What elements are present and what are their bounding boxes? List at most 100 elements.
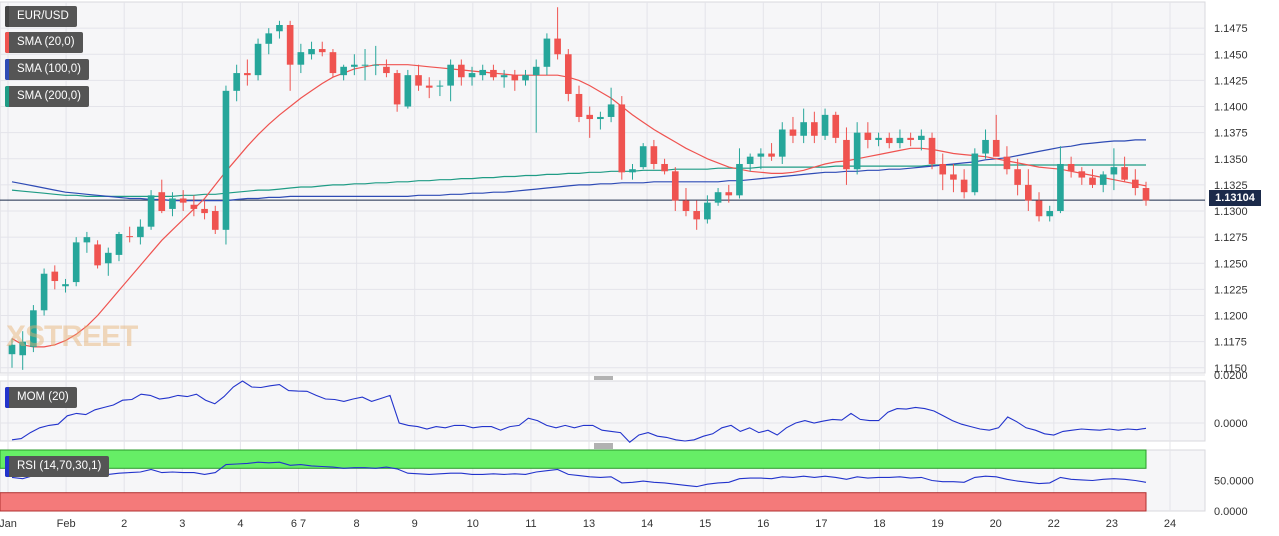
candle-body (714, 192, 722, 203)
candle-body (650, 146, 658, 164)
candle (800, 108, 807, 144)
candle-body (821, 114, 829, 136)
candle-body (500, 75, 508, 78)
candle (308, 41, 315, 60)
sma100-legend[interactable]: SMA (100,0) (5, 59, 89, 80)
sma20-legend[interactable]: SMA (20,0) (5, 32, 83, 53)
candle-body (318, 49, 326, 53)
candle-body (104, 252, 112, 264)
candle (960, 169, 968, 199)
candle-body (383, 66, 390, 74)
candle-body (661, 163, 668, 172)
candle-body (885, 137, 893, 144)
candle (789, 116, 797, 144)
candle-body (928, 137, 936, 164)
candle (126, 226, 133, 243)
candle (725, 184, 733, 203)
sma200-legend[interactable]: SMA (200,0) (5, 86, 89, 107)
price-panel (0, 1, 1206, 374)
price-tick-label: 1.1375 (1214, 128, 1248, 140)
time-tick-label: 13 (583, 518, 595, 530)
candle-body (361, 64, 369, 66)
time-tick-label: 2 (121, 518, 127, 530)
candle (30, 305, 37, 353)
symbol-label[interactable]: EUR/USD (5, 6, 77, 27)
candle (1014, 158, 1021, 196)
mom-legend[interactable]: MOM (20) (5, 387, 77, 408)
candle (286, 20, 294, 91)
candle (254, 38, 262, 81)
candle (1142, 181, 1150, 206)
candle-body (564, 54, 572, 94)
candle-body (158, 192, 166, 212)
candle (115, 231, 123, 262)
price-tick-label: 1.1325 (1214, 180, 1248, 192)
candle-body (351, 64, 358, 67)
candle (682, 188, 690, 217)
candle (436, 80, 444, 97)
candle-body (83, 237, 91, 243)
candle-body (30, 310, 37, 347)
watermark: XSTREET (6, 320, 138, 353)
candle (297, 43, 305, 74)
candle (458, 59, 465, 86)
candle-body (415, 75, 422, 86)
time-tick-label: 15 (699, 518, 711, 530)
candle-body (918, 135, 925, 140)
candle (1131, 169, 1139, 196)
candle-body (1089, 177, 1096, 185)
time-tick-label: 23 (1106, 518, 1118, 530)
time-tick-label: Feb (57, 518, 76, 530)
candle-body (393, 73, 401, 105)
candle-body (586, 114, 594, 120)
candle-body (115, 234, 123, 255)
mom-tick-label: 0.0200 (1214, 370, 1248, 382)
price-tick-label: 1.1350 (1214, 154, 1248, 166)
candle (704, 195, 711, 224)
candle-body (51, 271, 59, 282)
sma200-line (11, 164, 1146, 197)
candle (639, 143, 647, 170)
rsi-legend[interactable]: RSI (14,70,30,1) (5, 456, 110, 477)
candle (179, 190, 187, 212)
rsi-tick-label: 50.0000 (1214, 476, 1254, 488)
sma100-line (11, 139, 1146, 202)
candle (1121, 156, 1128, 182)
candle (811, 111, 818, 144)
rsi-line (11, 461, 1147, 488)
time-tick-label: 16 (757, 518, 769, 530)
candle (907, 132, 914, 147)
candle (1078, 167, 1086, 185)
candle (821, 108, 829, 140)
candle-body (864, 132, 872, 140)
candle (158, 179, 166, 214)
candle-body (1067, 163, 1075, 172)
candle-body (1131, 179, 1139, 189)
candle-body (725, 192, 733, 196)
candle-body (286, 24, 294, 65)
candle (522, 69, 529, 86)
candle (661, 158, 668, 175)
candle-body (778, 129, 786, 157)
candle-body (1025, 184, 1032, 201)
candle-body (789, 129, 797, 136)
mom-panel (0, 380, 1206, 442)
candle (1089, 169, 1096, 189)
candle (169, 192, 176, 217)
candle (939, 153, 947, 191)
price-tick-label: 1.1450 (1214, 49, 1248, 61)
price-tick-label: 1.1225 (1214, 284, 1248, 296)
candle-body (72, 242, 80, 283)
candle (468, 66, 476, 86)
time-tick-label: 20 (990, 518, 1002, 530)
candle (853, 122, 861, 175)
candle (19, 331, 27, 370)
candle-body (682, 200, 690, 212)
candle-body (532, 66, 540, 76)
time-tick-label: 6 7 (291, 518, 306, 530)
candle (543, 33, 551, 76)
candle-body (179, 198, 187, 203)
candle (992, 114, 1000, 157)
candle-body (1035, 200, 1043, 217)
